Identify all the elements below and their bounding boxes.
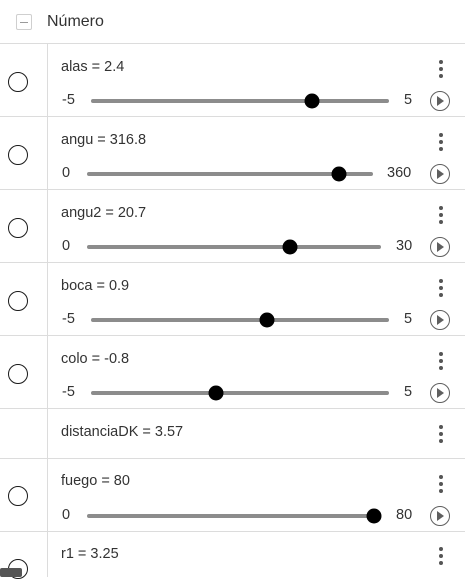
more-options-icon[interactable] bbox=[431, 59, 451, 79]
more-options-icon[interactable] bbox=[431, 351, 451, 371]
algebra-row-fuego: fuego = 80 0 80 bbox=[0, 459, 465, 532]
play-animation-button[interactable] bbox=[430, 237, 450, 257]
more-options-icon[interactable] bbox=[431, 278, 451, 298]
slider-max-label: 5 bbox=[404, 92, 413, 108]
visibility-toggle[interactable] bbox=[8, 364, 28, 384]
slider-track[interactable] bbox=[91, 385, 389, 401]
algebra-row-angu2: angu2 = 20.7 0 30 bbox=[0, 190, 465, 263]
slider-thumb[interactable] bbox=[366, 508, 382, 524]
slider-max-label: 360 bbox=[387, 165, 412, 181]
visibility-toggle[interactable] bbox=[8, 72, 28, 92]
definition-text[interactable]: angu2 = 20.7 bbox=[61, 205, 147, 221]
visibility-toggle[interactable] bbox=[8, 145, 28, 165]
slider-thumb[interactable] bbox=[259, 312, 275, 328]
slider-thumb[interactable] bbox=[331, 166, 347, 182]
group-header: Número bbox=[0, 0, 465, 44]
slider-track[interactable] bbox=[91, 93, 389, 109]
slider-thumb[interactable] bbox=[304, 93, 320, 109]
slider-min-label: -5 bbox=[62, 384, 75, 400]
slider-max-label: 30 bbox=[396, 238, 413, 254]
algebra-row-distanciaDK: distanciaDK = 3.57 bbox=[0, 409, 465, 459]
slider-thumb[interactable] bbox=[282, 239, 298, 255]
definition-text[interactable]: distanciaDK = 3.57 bbox=[61, 424, 184, 440]
slider-min-label: 0 bbox=[62, 165, 71, 181]
group-title: Número bbox=[47, 13, 104, 30]
visibility-column bbox=[0, 190, 48, 262]
definition-text[interactable]: boca = 0.9 bbox=[61, 278, 130, 294]
more-options-icon[interactable] bbox=[431, 474, 451, 494]
keyboard-toggle-icon[interactable] bbox=[0, 568, 22, 577]
definition-text[interactable]: angu = 316.8 bbox=[61, 132, 147, 148]
algebra-row-angu: angu = 316.8 0 360 bbox=[0, 117, 465, 190]
more-options-icon[interactable] bbox=[431, 424, 451, 444]
definition-text[interactable]: colo = -0.8 bbox=[61, 351, 130, 367]
slider-min-label: 0 bbox=[62, 238, 71, 254]
more-options-icon[interactable] bbox=[431, 546, 451, 566]
visibility-column bbox=[0, 263, 48, 335]
play-animation-button[interactable] bbox=[430, 506, 450, 526]
slider-max-label: 5 bbox=[404, 311, 413, 327]
slider-min-label: 0 bbox=[62, 507, 71, 523]
play-animation-button[interactable] bbox=[430, 164, 450, 184]
slider-track[interactable] bbox=[91, 312, 389, 328]
slider-max-label: 5 bbox=[404, 384, 413, 400]
visibility-toggle[interactable] bbox=[8, 218, 28, 238]
algebra-row-r1: r1 = 3.25 bbox=[0, 532, 465, 579]
play-animation-button[interactable] bbox=[430, 310, 450, 330]
play-animation-button[interactable] bbox=[430, 91, 450, 111]
more-options-icon[interactable] bbox=[431, 132, 451, 152]
slider-min-label: -5 bbox=[62, 311, 75, 327]
visibility-column bbox=[0, 117, 48, 189]
definition-text[interactable]: alas = 2.4 bbox=[61, 59, 125, 75]
algebra-row-alas: alas = 2.4 -5 5 bbox=[0, 44, 465, 117]
visibility-toggle[interactable] bbox=[8, 486, 28, 506]
algebra-row-colo: colo = -0.8 -5 5 bbox=[0, 336, 465, 409]
visibility-column bbox=[0, 459, 48, 531]
play-animation-button[interactable] bbox=[430, 383, 450, 403]
slider-thumb[interactable] bbox=[208, 385, 224, 401]
more-options-icon[interactable] bbox=[431, 205, 451, 225]
visibility-column bbox=[0, 44, 48, 116]
visibility-column bbox=[0, 336, 48, 408]
slider-min-label: -5 bbox=[62, 92, 75, 108]
algebra-row-boca: boca = 0.9 -5 5 bbox=[0, 263, 465, 336]
visibility-toggle[interactable] bbox=[8, 291, 28, 311]
slider-track[interactable] bbox=[87, 166, 373, 182]
slider-track[interactable] bbox=[87, 508, 382, 524]
definition-text[interactable]: fuego = 80 bbox=[61, 473, 130, 489]
slider-track[interactable] bbox=[87, 239, 381, 255]
definition-text[interactable]: r1 = 3.25 bbox=[61, 546, 119, 562]
visibility-column bbox=[0, 409, 48, 458]
slider-max-label: 80 bbox=[396, 507, 413, 523]
collapse-group-button[interactable] bbox=[16, 14, 32, 30]
